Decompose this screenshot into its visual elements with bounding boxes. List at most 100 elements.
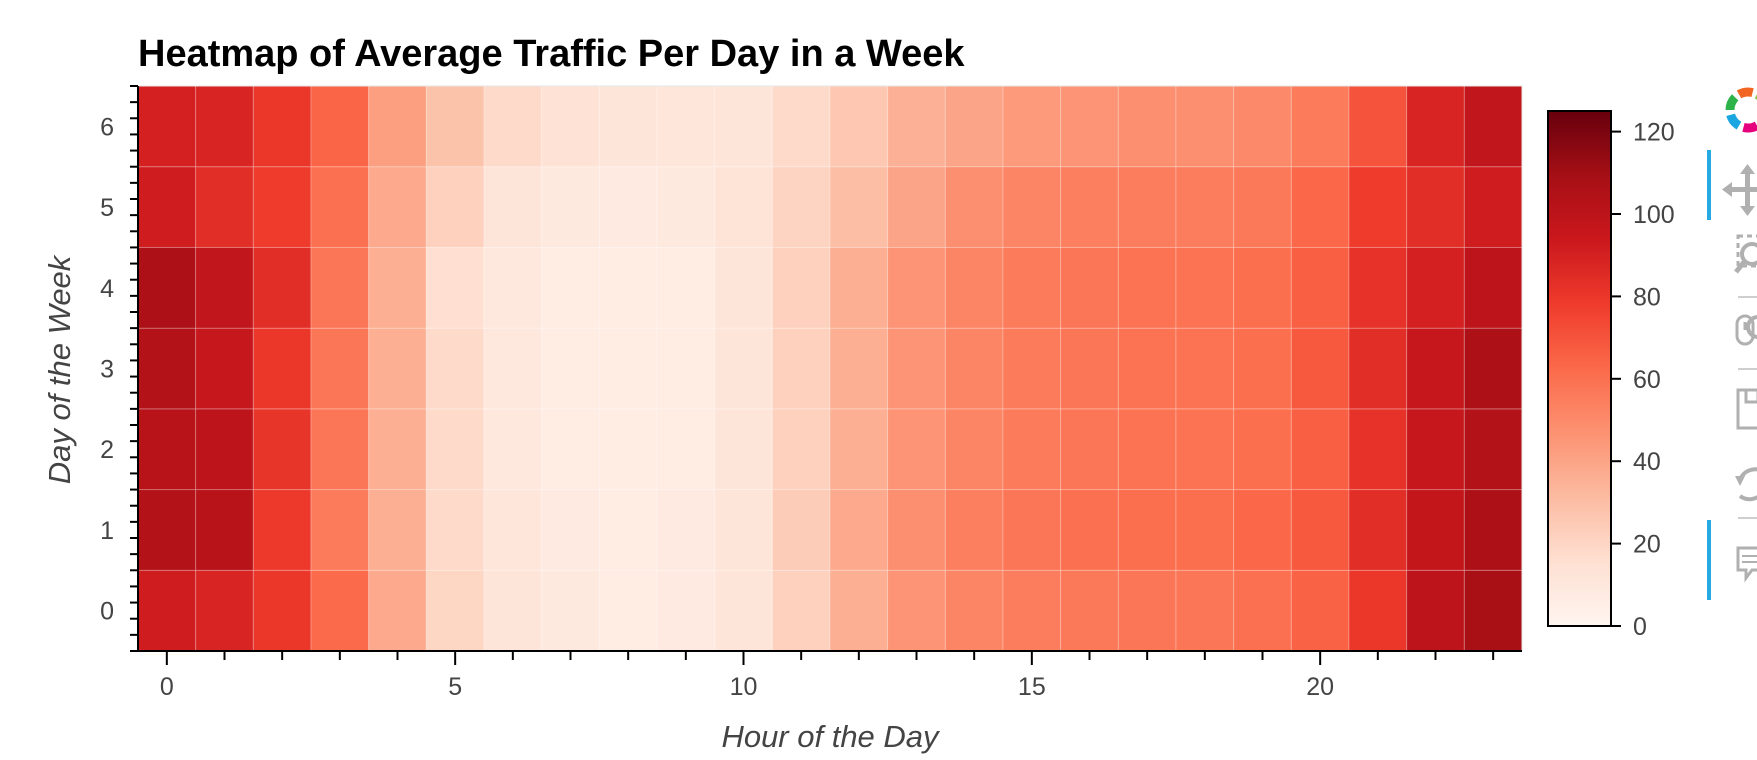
heatmap-cell[interactable] <box>1175 327 1235 410</box>
heatmap-cell[interactable] <box>137 327 197 410</box>
heatmap-cell[interactable] <box>944 569 1004 652</box>
heatmap-cell[interactable] <box>829 408 889 491</box>
heatmap-cell[interactable] <box>1463 85 1523 168</box>
heatmap-cell[interactable] <box>1060 569 1119 652</box>
bokeh-logo-icon[interactable] <box>1700 80 1757 150</box>
heatmap-cell[interactable] <box>310 569 370 652</box>
heatmap-cell[interactable] <box>887 489 946 571</box>
heatmap-cell[interactable] <box>425 489 485 571</box>
heatmap-cell[interactable] <box>252 408 312 491</box>
heatmap-cell[interactable] <box>195 489 254 571</box>
heatmap-cell[interactable] <box>368 408 427 491</box>
heatmap-cell[interactable] <box>483 85 543 168</box>
heatmap-cell[interactable] <box>656 246 716 329</box>
heatmap-cell[interactable] <box>887 166 946 248</box>
heatmap-cell[interactable] <box>1348 166 1408 248</box>
heatmap-cell[interactable] <box>1175 166 1235 248</box>
heatmap-cell[interactable] <box>656 489 716 571</box>
heatmap-cell[interactable] <box>252 489 312 571</box>
heatmap-cell[interactable] <box>483 569 543 652</box>
heatmap-cell[interactable] <box>1233 85 1292 168</box>
heatmap-cell[interactable] <box>1060 489 1119 571</box>
heatmap-cell[interactable] <box>771 246 831 329</box>
heatmap-cell[interactable] <box>1175 569 1235 652</box>
heatmap-cell[interactable] <box>1060 246 1119 329</box>
heatmap-cell[interactable] <box>944 408 1004 491</box>
heatmap-cell[interactable] <box>483 246 543 329</box>
heatmap-cell[interactable] <box>368 489 427 571</box>
box-zoom-icon[interactable] <box>1700 230 1757 300</box>
heatmap-cell[interactable] <box>714 246 773 329</box>
heatmap-cell[interactable] <box>310 246 370 329</box>
heatmap-cell[interactable] <box>771 408 831 491</box>
heatmap-cell[interactable] <box>944 246 1004 329</box>
heatmap-cell[interactable] <box>195 166 254 248</box>
heatmap-cell[interactable] <box>252 327 312 410</box>
heatmap-cell[interactable] <box>425 327 485 410</box>
heatmap-cell[interactable] <box>1175 85 1235 168</box>
heatmap-cell[interactable] <box>368 327 427 410</box>
heatmap-cell[interactable] <box>1463 246 1523 329</box>
heatmap-cell[interactable] <box>598 489 658 571</box>
heatmap-cell[interactable] <box>252 85 312 168</box>
heatmap-cell[interactable] <box>1233 246 1292 329</box>
heatmap-cell[interactable] <box>310 489 370 571</box>
pan-icon[interactable] <box>1700 150 1757 224</box>
heatmap-cell[interactable] <box>1290 85 1350 168</box>
heatmap-cell[interactable] <box>425 246 485 329</box>
heatmap-cell[interactable] <box>1002 166 1062 248</box>
heatmap-cell[interactable] <box>310 327 370 410</box>
heatmap-cell[interactable] <box>1233 166 1292 248</box>
heatmap-cell[interactable] <box>1117 327 1177 410</box>
heatmap-cell[interactable] <box>541 569 600 652</box>
heatmap-cell[interactable] <box>1406 569 1465 652</box>
heatmap-cell[interactable] <box>1290 327 1350 410</box>
heatmap-cell[interactable] <box>425 569 485 652</box>
heatmap-cell[interactable] <box>829 489 889 571</box>
heatmap-cell[interactable] <box>771 85 831 168</box>
heatmap-cell[interactable] <box>1002 489 1062 571</box>
heatmap-cell[interactable] <box>1117 408 1177 491</box>
heatmap-cell[interactable] <box>656 408 716 491</box>
heatmap-cell[interactable] <box>1406 166 1465 248</box>
reset-icon[interactable] <box>1700 450 1757 520</box>
save-icon[interactable] <box>1700 380 1757 450</box>
heatmap-cell[interactable] <box>368 246 427 329</box>
heatmap-cell[interactable] <box>771 569 831 652</box>
heatmap-cell[interactable] <box>1406 246 1465 329</box>
heatmap-cell[interactable] <box>195 569 254 652</box>
heatmap-cell[interactable] <box>483 489 543 571</box>
heatmap-cell[interactable] <box>887 569 946 652</box>
heatmap-cell[interactable] <box>1233 489 1292 571</box>
heatmap-cell[interactable] <box>656 569 716 652</box>
heatmap-cell[interactable] <box>829 166 889 248</box>
heatmap-cell[interactable] <box>944 166 1004 248</box>
heatmap-cell[interactable] <box>1463 569 1523 652</box>
heatmap-cell[interactable] <box>1348 489 1408 571</box>
heatmap-cell[interactable] <box>541 85 600 168</box>
heatmap-cell[interactable] <box>714 85 773 168</box>
heatmap-cell[interactable] <box>1002 246 1062 329</box>
heatmap-cell[interactable] <box>598 166 658 248</box>
heatmap-cell[interactable] <box>368 569 427 652</box>
heatmap-cell[interactable] <box>1175 489 1235 571</box>
heatmap-cell[interactable] <box>137 246 197 329</box>
heatmap-cell[interactable] <box>1117 166 1177 248</box>
heatmap-cell[interactable] <box>656 166 716 248</box>
heatmap-cell[interactable] <box>1290 166 1350 248</box>
heatmap-cell[interactable] <box>137 85 197 168</box>
wheel-zoom-icon[interactable] <box>1700 302 1757 372</box>
heatmap-cell[interactable] <box>1117 246 1177 329</box>
heatmap-cell[interactable] <box>1233 569 1292 652</box>
heatmap-cell[interactable] <box>887 327 946 410</box>
heatmap-cell[interactable] <box>1233 327 1292 410</box>
heatmap-cell[interactable] <box>1463 408 1523 491</box>
heatmap-cell[interactable] <box>425 166 485 248</box>
heatmap-cell[interactable] <box>1406 85 1465 168</box>
heatmap-cell[interactable] <box>195 327 254 410</box>
heatmap-cell[interactable] <box>541 327 600 410</box>
heatmap-cell[interactable] <box>944 489 1004 571</box>
heatmap-cell[interactable] <box>368 166 427 248</box>
heatmap-cell[interactable] <box>598 408 658 491</box>
heatmap-cell[interactable] <box>829 569 889 652</box>
